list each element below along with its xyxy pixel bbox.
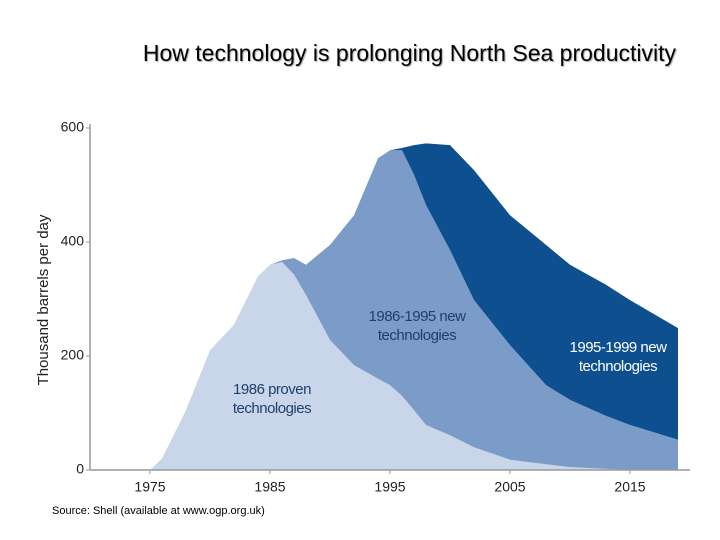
x-tick-label: 2015 — [614, 479, 645, 495]
series-label: 1986 proven technologies — [232, 381, 312, 417]
y-tick-label: 200 — [61, 347, 85, 363]
source-note: Source: Shell (available at www.ogp.org.… — [52, 505, 265, 517]
y-tick-label: 400 — [61, 233, 85, 249]
x-tick-label: 2005 — [494, 479, 525, 495]
area — [150, 261, 678, 470]
y-tick-label: 0 — [76, 461, 84, 477]
chart-title: How technology is prolonging North Sea p… — [142, 40, 676, 66]
y-axis-label: Thousand barrels per day — [35, 214, 52, 385]
series-label: 1995-1999 new technologies — [569, 339, 667, 375]
series-label: 1986-1995 new technologies — [368, 308, 466, 344]
x-tick-label: 1975 — [134, 479, 165, 495]
area — [150, 150, 678, 471]
y-tick-label: 600 — [61, 119, 85, 135]
x-tick-label: 1985 — [254, 479, 285, 495]
area — [150, 143, 678, 470]
x-tick-label: 1995 — [374, 479, 405, 495]
